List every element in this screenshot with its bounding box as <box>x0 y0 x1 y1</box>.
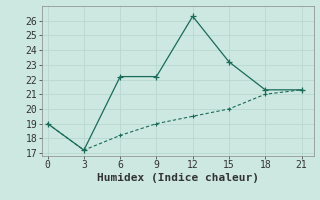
X-axis label: Humidex (Indice chaleur): Humidex (Indice chaleur) <box>97 173 259 183</box>
